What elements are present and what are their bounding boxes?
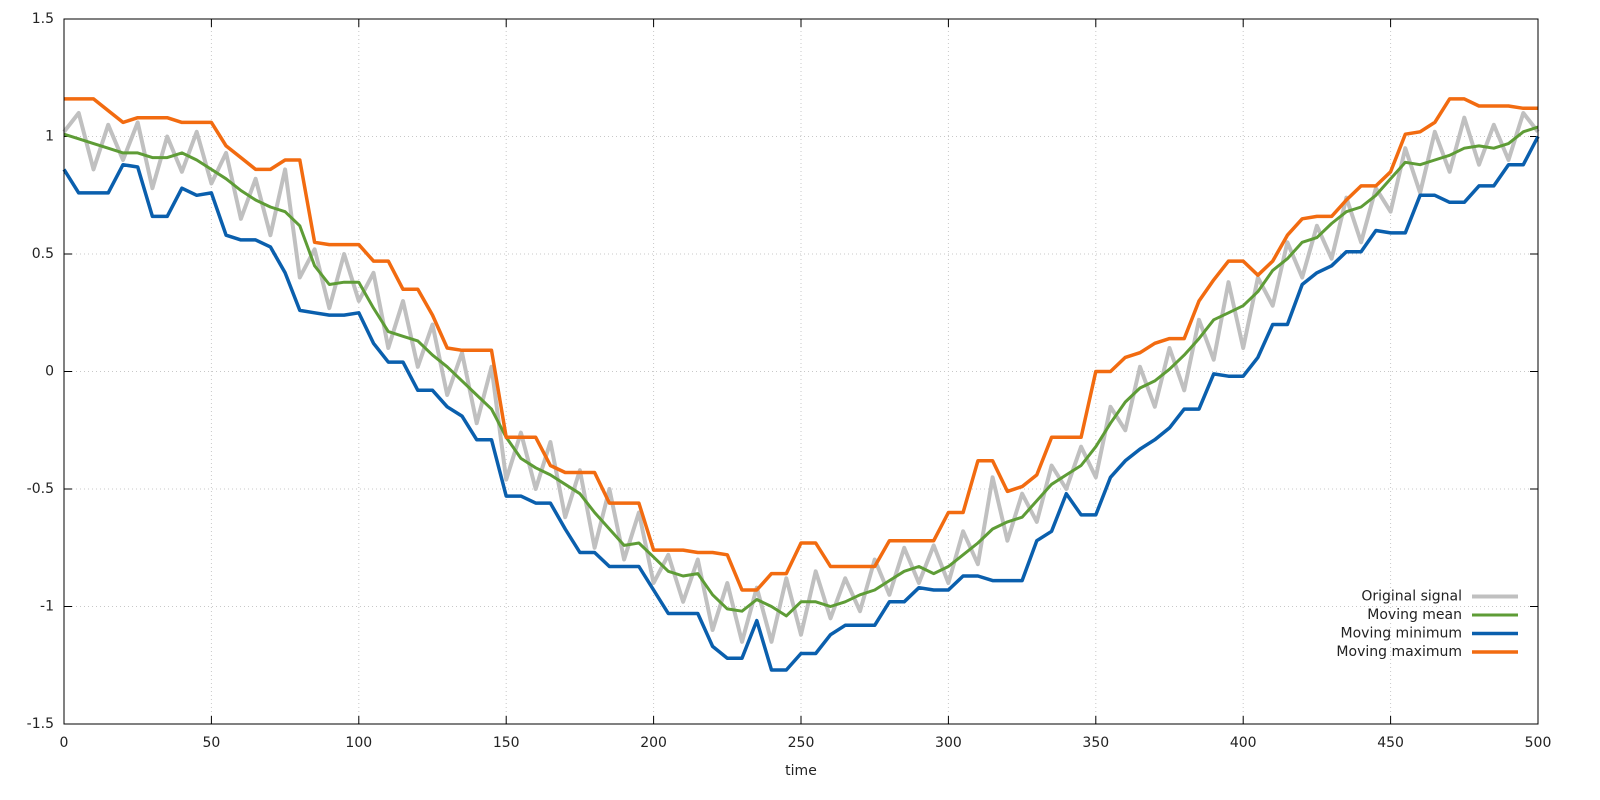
y-tick-label: 0 <box>45 364 54 380</box>
legend-label: Moving minimum <box>1341 626 1462 642</box>
series-line <box>62 111 1540 644</box>
x-tick-label: 500 <box>1525 735 1552 751</box>
series-line <box>63 125 1539 618</box>
x-tick-label: 150 <box>493 735 520 751</box>
legend-label: Moving mean <box>1367 607 1462 623</box>
legend-label: Moving maximum <box>1336 644 1462 660</box>
series-line <box>62 135 1540 672</box>
x-tick-label: 50 <box>202 735 220 751</box>
x-tick-label: 350 <box>1082 735 1109 751</box>
y-tick-label: -1 <box>40 599 54 615</box>
y-tick-label: -0.5 <box>27 481 54 497</box>
x-tick-label: 300 <box>935 735 962 751</box>
x-tick-label: 400 <box>1230 735 1257 751</box>
legend-label: Original signal <box>1361 589 1462 605</box>
y-tick-label: -1.5 <box>27 716 54 732</box>
x-tick-label: 450 <box>1377 735 1404 751</box>
y-tick-label: 1 <box>45 129 54 145</box>
y-tick-label: 0.5 <box>32 246 54 262</box>
y-tick-label: 1.5 <box>32 11 54 27</box>
plot-frame <box>63 18 1539 725</box>
x-tick-label: 100 <box>345 735 372 751</box>
series-line <box>64 97 1538 592</box>
x-tick-label: 200 <box>640 735 667 751</box>
x-tick-label: 0 <box>60 735 69 751</box>
x-tick-label: 250 <box>788 735 815 751</box>
x-axis-label: time <box>785 763 817 779</box>
